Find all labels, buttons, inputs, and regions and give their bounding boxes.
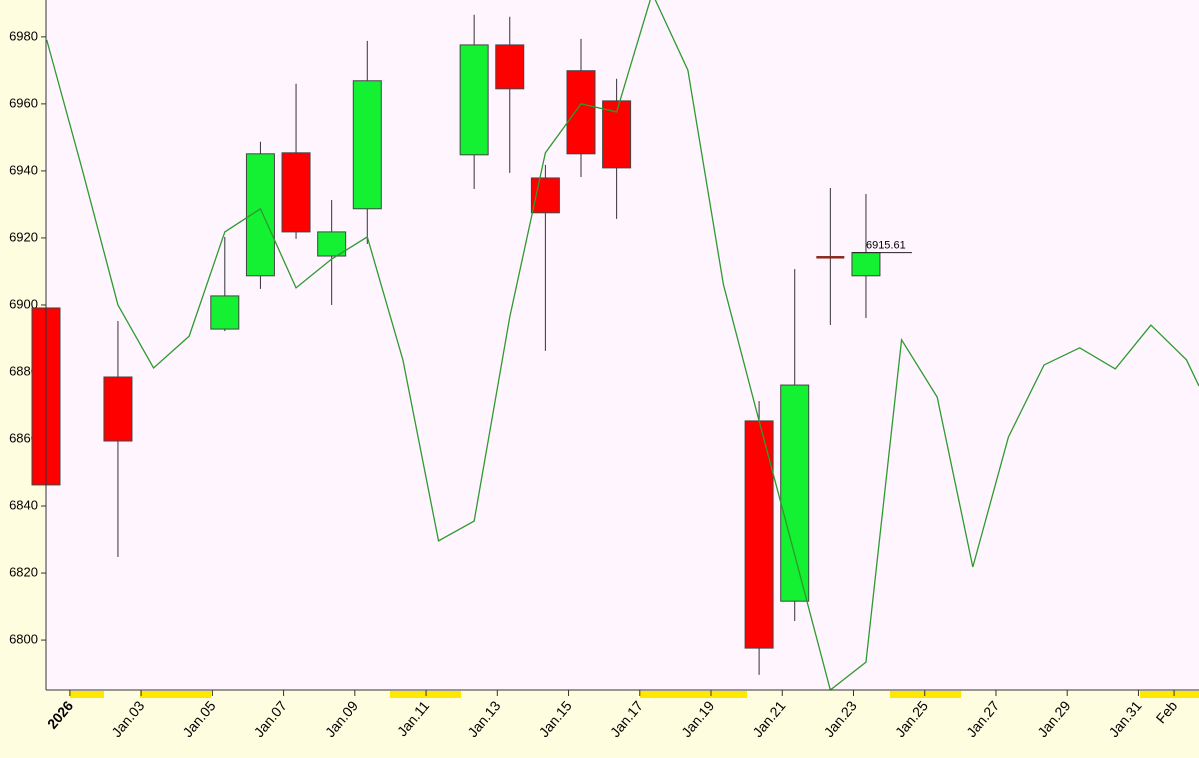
- weekend-bands: [70, 691, 1199, 698]
- last-price-label: 6915.61: [866, 240, 906, 252]
- y-tick-label: 6960: [9, 95, 38, 110]
- y-tick-label: 6900: [9, 296, 38, 311]
- y-tick-label: 6920: [9, 229, 38, 244]
- candle-body: [210, 295, 240, 330]
- candle-body: [459, 44, 489, 156]
- candle-body: [744, 420, 774, 649]
- weekend-band: [140, 691, 211, 698]
- candle-body: [851, 252, 881, 277]
- candle-body: [816, 256, 845, 259]
- candle-body: [281, 152, 311, 233]
- candle-body: [317, 231, 347, 257]
- candle-body: [352, 80, 382, 210]
- candle-body: [103, 376, 133, 442]
- overlay-line: [46, 0, 1199, 690]
- weekend-band: [70, 691, 104, 698]
- weekend-band: [390, 691, 461, 698]
- weekend-band: [640, 691, 747, 698]
- candle-body: [566, 70, 596, 155]
- weekend-band: [1140, 691, 1199, 698]
- weekend-band: [890, 691, 961, 698]
- y-tick-label: 6860: [9, 430, 38, 445]
- candle-body: [602, 100, 632, 169]
- candle-body: [495, 44, 525, 90]
- y-tick-label: 6800: [9, 632, 38, 647]
- marks: 6915.61: [31, 0, 1199, 690]
- candle-body: [780, 384, 810, 602]
- y-tick-label: 6980: [9, 28, 38, 43]
- y-tick-label: 6880: [9, 363, 38, 378]
- y-tick-label: 6840: [9, 497, 38, 512]
- y-tick-label: 6820: [9, 564, 38, 579]
- y-tick-label: 6940: [9, 162, 38, 177]
